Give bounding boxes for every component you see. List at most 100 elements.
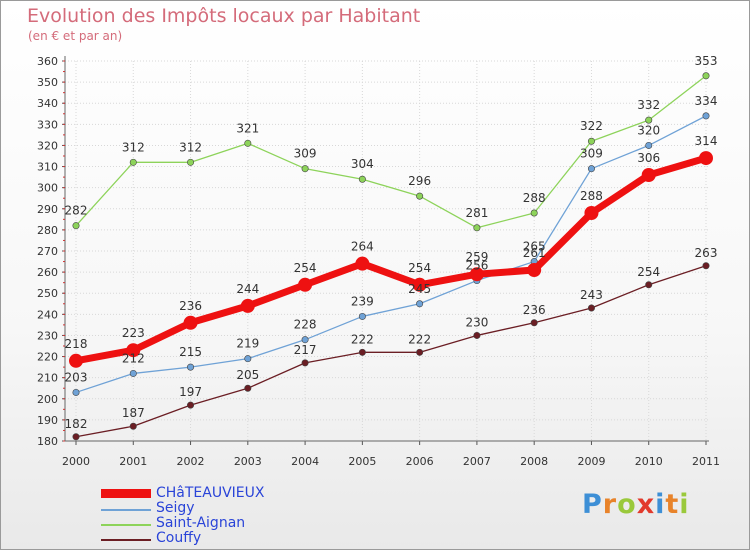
series-point bbox=[473, 224, 481, 232]
y-tick-label: 310 bbox=[37, 161, 58, 174]
series-point bbox=[416, 300, 424, 308]
data-label: 312 bbox=[179, 140, 202, 154]
series-line bbox=[72, 154, 710, 365]
data-label: 306 bbox=[637, 151, 660, 165]
logo-letter: P bbox=[582, 489, 603, 520]
legend-label-chateauvieux: CHâTEAUVIEUX bbox=[156, 485, 265, 501]
y-tick-label: 290 bbox=[37, 203, 58, 216]
series-point bbox=[473, 331, 481, 339]
data-label: 244 bbox=[236, 282, 259, 296]
data-label: 217 bbox=[294, 343, 317, 357]
data-label: 282 bbox=[65, 204, 88, 218]
proxiti-logo: Proxiti bbox=[582, 489, 690, 520]
series-point bbox=[129, 369, 137, 377]
series-point bbox=[416, 192, 424, 200]
data-label: 288 bbox=[523, 191, 546, 205]
y-tick-label: 230 bbox=[37, 329, 58, 342]
legend-swatch-couffy bbox=[101, 539, 151, 541]
series-point bbox=[530, 319, 538, 327]
series-point bbox=[187, 363, 195, 371]
y-tick-label: 360 bbox=[37, 55, 58, 68]
y-tick-label: 280 bbox=[37, 224, 58, 237]
data-label: 223 bbox=[122, 326, 145, 340]
series-point bbox=[355, 256, 370, 271]
data-label: 228 bbox=[294, 318, 317, 332]
data-label: 219 bbox=[236, 337, 259, 351]
data-label: 320 bbox=[637, 123, 660, 137]
x-tick-label: 2011 bbox=[692, 455, 720, 468]
chart-subtitle: (en € et par an) bbox=[28, 29, 123, 43]
data-label: 353 bbox=[695, 54, 718, 68]
data-label: 309 bbox=[580, 147, 603, 161]
series-line bbox=[75, 115, 707, 394]
data-label: 314 bbox=[695, 134, 718, 148]
series-point bbox=[587, 304, 595, 312]
series-point bbox=[702, 72, 710, 80]
x-tick-label: 2010 bbox=[635, 455, 663, 468]
legend-label-couffy: Couffy bbox=[156, 530, 202, 546]
data-label: 222 bbox=[408, 332, 431, 346]
series-point bbox=[187, 158, 195, 166]
logo-letter: i bbox=[679, 489, 690, 520]
series-point bbox=[72, 222, 80, 230]
series-point bbox=[129, 158, 137, 166]
legend-swatch-seigy bbox=[101, 509, 151, 511]
y-tick-label: 200 bbox=[37, 393, 58, 406]
series-point bbox=[129, 422, 137, 430]
x-tick-label: 2004 bbox=[291, 455, 319, 468]
x-tick-label: 2002 bbox=[177, 455, 205, 468]
y-tick-label: 300 bbox=[37, 182, 58, 195]
series-point bbox=[358, 175, 366, 183]
x-tick-label: 2006 bbox=[406, 455, 434, 468]
data-label: 187 bbox=[122, 406, 145, 420]
y-tick-label: 340 bbox=[37, 97, 58, 110]
x-tick-label: 2000 bbox=[62, 455, 90, 468]
series-point bbox=[416, 348, 424, 356]
data-label: 332 bbox=[637, 98, 660, 112]
data-label: 265 bbox=[523, 240, 546, 254]
y-tick-label: 320 bbox=[37, 139, 58, 152]
data-label: 263 bbox=[695, 246, 718, 260]
series-point bbox=[358, 348, 366, 356]
series-point bbox=[587, 165, 595, 173]
series-point bbox=[187, 401, 195, 409]
series-point bbox=[301, 336, 309, 344]
data-label: 254 bbox=[637, 265, 660, 279]
data-label: 309 bbox=[294, 147, 317, 161]
data-label: 296 bbox=[408, 174, 431, 188]
y-tick-label: 210 bbox=[37, 372, 58, 385]
x-tick-label: 2007 bbox=[463, 455, 491, 468]
series-point bbox=[645, 116, 653, 124]
series-point bbox=[702, 112, 710, 120]
series-point bbox=[587, 137, 595, 145]
series-point bbox=[584, 206, 599, 220]
legend-label-seigy: Seigy bbox=[156, 500, 195, 516]
series-point bbox=[641, 168, 656, 182]
y-tick-label: 330 bbox=[37, 118, 58, 131]
data-label: 239 bbox=[351, 294, 374, 308]
series-point bbox=[183, 315, 198, 330]
series-point bbox=[298, 277, 313, 292]
data-label: 312 bbox=[122, 140, 145, 154]
data-label: 264 bbox=[351, 240, 374, 254]
y-tick-label: 220 bbox=[37, 351, 58, 364]
data-label: 203 bbox=[65, 370, 88, 384]
data-label: 215 bbox=[179, 345, 202, 359]
y-tick-label: 250 bbox=[37, 287, 58, 300]
data-label: 334 bbox=[695, 94, 718, 108]
series-point bbox=[240, 298, 255, 313]
x-tick-label: 2001 bbox=[119, 455, 147, 468]
series-point bbox=[301, 165, 309, 173]
data-label: 261 bbox=[523, 246, 546, 260]
data-label: 245 bbox=[408, 282, 431, 296]
logo-letter: r bbox=[602, 489, 618, 520]
data-label: 197 bbox=[179, 385, 202, 399]
series-point bbox=[244, 384, 252, 392]
series-point bbox=[126, 343, 141, 358]
data-label: 222 bbox=[351, 332, 374, 346]
x-tick-label: 2008 bbox=[520, 455, 548, 468]
series-point bbox=[358, 312, 366, 320]
series-point bbox=[699, 151, 713, 166]
